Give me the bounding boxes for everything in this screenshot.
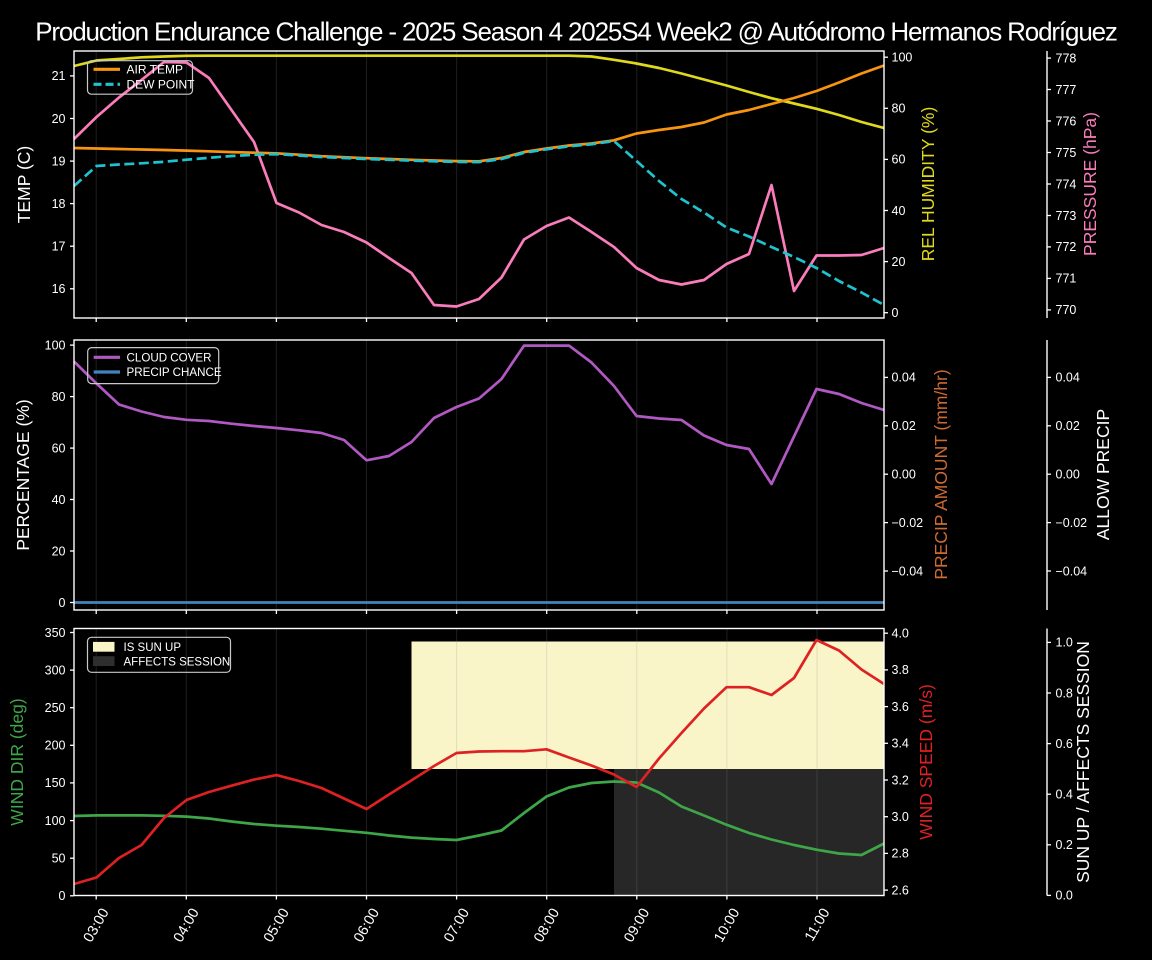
svg-text:200: 200 [45,739,66,753]
svg-text:3.2: 3.2 [892,773,909,787]
svg-text:60: 60 [52,441,66,455]
svg-text:100: 100 [45,814,66,828]
svg-text:776: 776 [1056,114,1077,128]
svg-text:50: 50 [52,852,66,866]
svg-text:0: 0 [59,596,66,610]
svg-text:0.0: 0.0 [1056,889,1073,903]
svg-text:AIR TEMP: AIR TEMP [127,63,183,77]
svg-text:17: 17 [52,240,66,254]
svg-text:0.02: 0.02 [892,419,916,433]
svg-text:−0.02: −0.02 [892,516,924,530]
svg-text:0.04: 0.04 [1056,371,1080,385]
svg-text:0.6: 0.6 [1056,737,1073,751]
svg-text:20: 20 [52,544,66,558]
svg-text:0: 0 [892,306,899,320]
svg-text:774: 774 [1056,177,1077,191]
svg-text:0.00: 0.00 [1056,468,1080,482]
svg-text:20: 20 [52,112,66,126]
svg-text:0.02: 0.02 [1056,419,1080,433]
svg-text:0: 0 [59,889,66,903]
svg-text:3.0: 3.0 [892,810,909,824]
svg-text:0.04: 0.04 [892,371,916,385]
svg-text:80: 80 [892,102,906,116]
svg-text:100: 100 [892,51,913,65]
svg-text:WIND SPEED (m/s): WIND SPEED (m/s) [916,684,936,840]
svg-text:−0.02: −0.02 [1056,516,1088,530]
svg-text:0.00: 0.00 [892,468,916,482]
svg-text:−0.04: −0.04 [892,564,924,578]
svg-text:2.6: 2.6 [892,883,909,897]
svg-text:3.4: 3.4 [892,737,909,751]
svg-text:772: 772 [1056,240,1077,254]
svg-text:19: 19 [52,154,66,168]
svg-text:40: 40 [52,493,66,507]
svg-text:−0.04: −0.04 [1056,564,1088,578]
svg-text:40: 40 [892,204,906,218]
svg-text:300: 300 [45,663,66,677]
svg-text:1.0: 1.0 [1056,636,1073,650]
svg-text:SUN UP / AFFECTS SESSION: SUN UP / AFFECTS SESSION [1073,641,1093,883]
svg-text:16: 16 [52,282,66,296]
svg-text:3.8: 3.8 [892,663,909,677]
svg-text:0.2: 0.2 [1056,838,1073,852]
svg-text:0.4: 0.4 [1056,788,1073,802]
svg-text:770: 770 [1056,303,1077,317]
svg-text:IS SUN UP: IS SUN UP [124,642,182,654]
svg-text:2.8: 2.8 [892,847,909,861]
svg-text:80: 80 [52,390,66,404]
svg-text:PERCENTAGE (%): PERCENTAGE (%) [13,399,33,550]
svg-text:350: 350 [45,626,66,640]
svg-text:ALLOW PRECIP: ALLOW PRECIP [1093,409,1113,540]
svg-text:20: 20 [892,255,906,269]
svg-text:Production Endurance Challenge: Production Endurance Challenge - 2025 Se… [35,17,1117,47]
svg-text:777: 777 [1056,83,1077,97]
svg-text:250: 250 [45,701,66,715]
svg-text:4.0: 4.0 [892,627,909,641]
svg-text:778: 778 [1056,51,1077,65]
svg-text:DEW POINT: DEW POINT [127,78,196,92]
svg-text:773: 773 [1056,209,1077,223]
svg-text:REL HUMIDITY (%): REL HUMIDITY (%) [918,107,938,262]
svg-text:PRECIP CHANCE: PRECIP CHANCE [127,366,222,379]
svg-text:CLOUD COVER: CLOUD COVER [127,352,212,365]
svg-text:3.6: 3.6 [892,700,909,714]
svg-text:AFFECTS SESSION: AFFECTS SESSION [124,656,231,668]
svg-text:775: 775 [1056,146,1077,160]
svg-text:60: 60 [892,153,906,167]
svg-text:21: 21 [52,69,66,83]
svg-text:771: 771 [1056,272,1077,286]
svg-text:150: 150 [45,776,66,790]
svg-text:0.8: 0.8 [1056,686,1073,700]
svg-text:PRESSURE (hPa): PRESSURE (hPa) [1080,112,1100,256]
svg-text:100: 100 [45,338,66,352]
svg-text:TEMP (C): TEMP (C) [14,146,34,223]
svg-text:WIND DIR (deg): WIND DIR (deg) [7,698,27,825]
svg-text:18: 18 [52,197,66,211]
svg-text:PRECIP AMOUNT (mm/hr): PRECIP AMOUNT (mm/hr) [931,369,951,579]
